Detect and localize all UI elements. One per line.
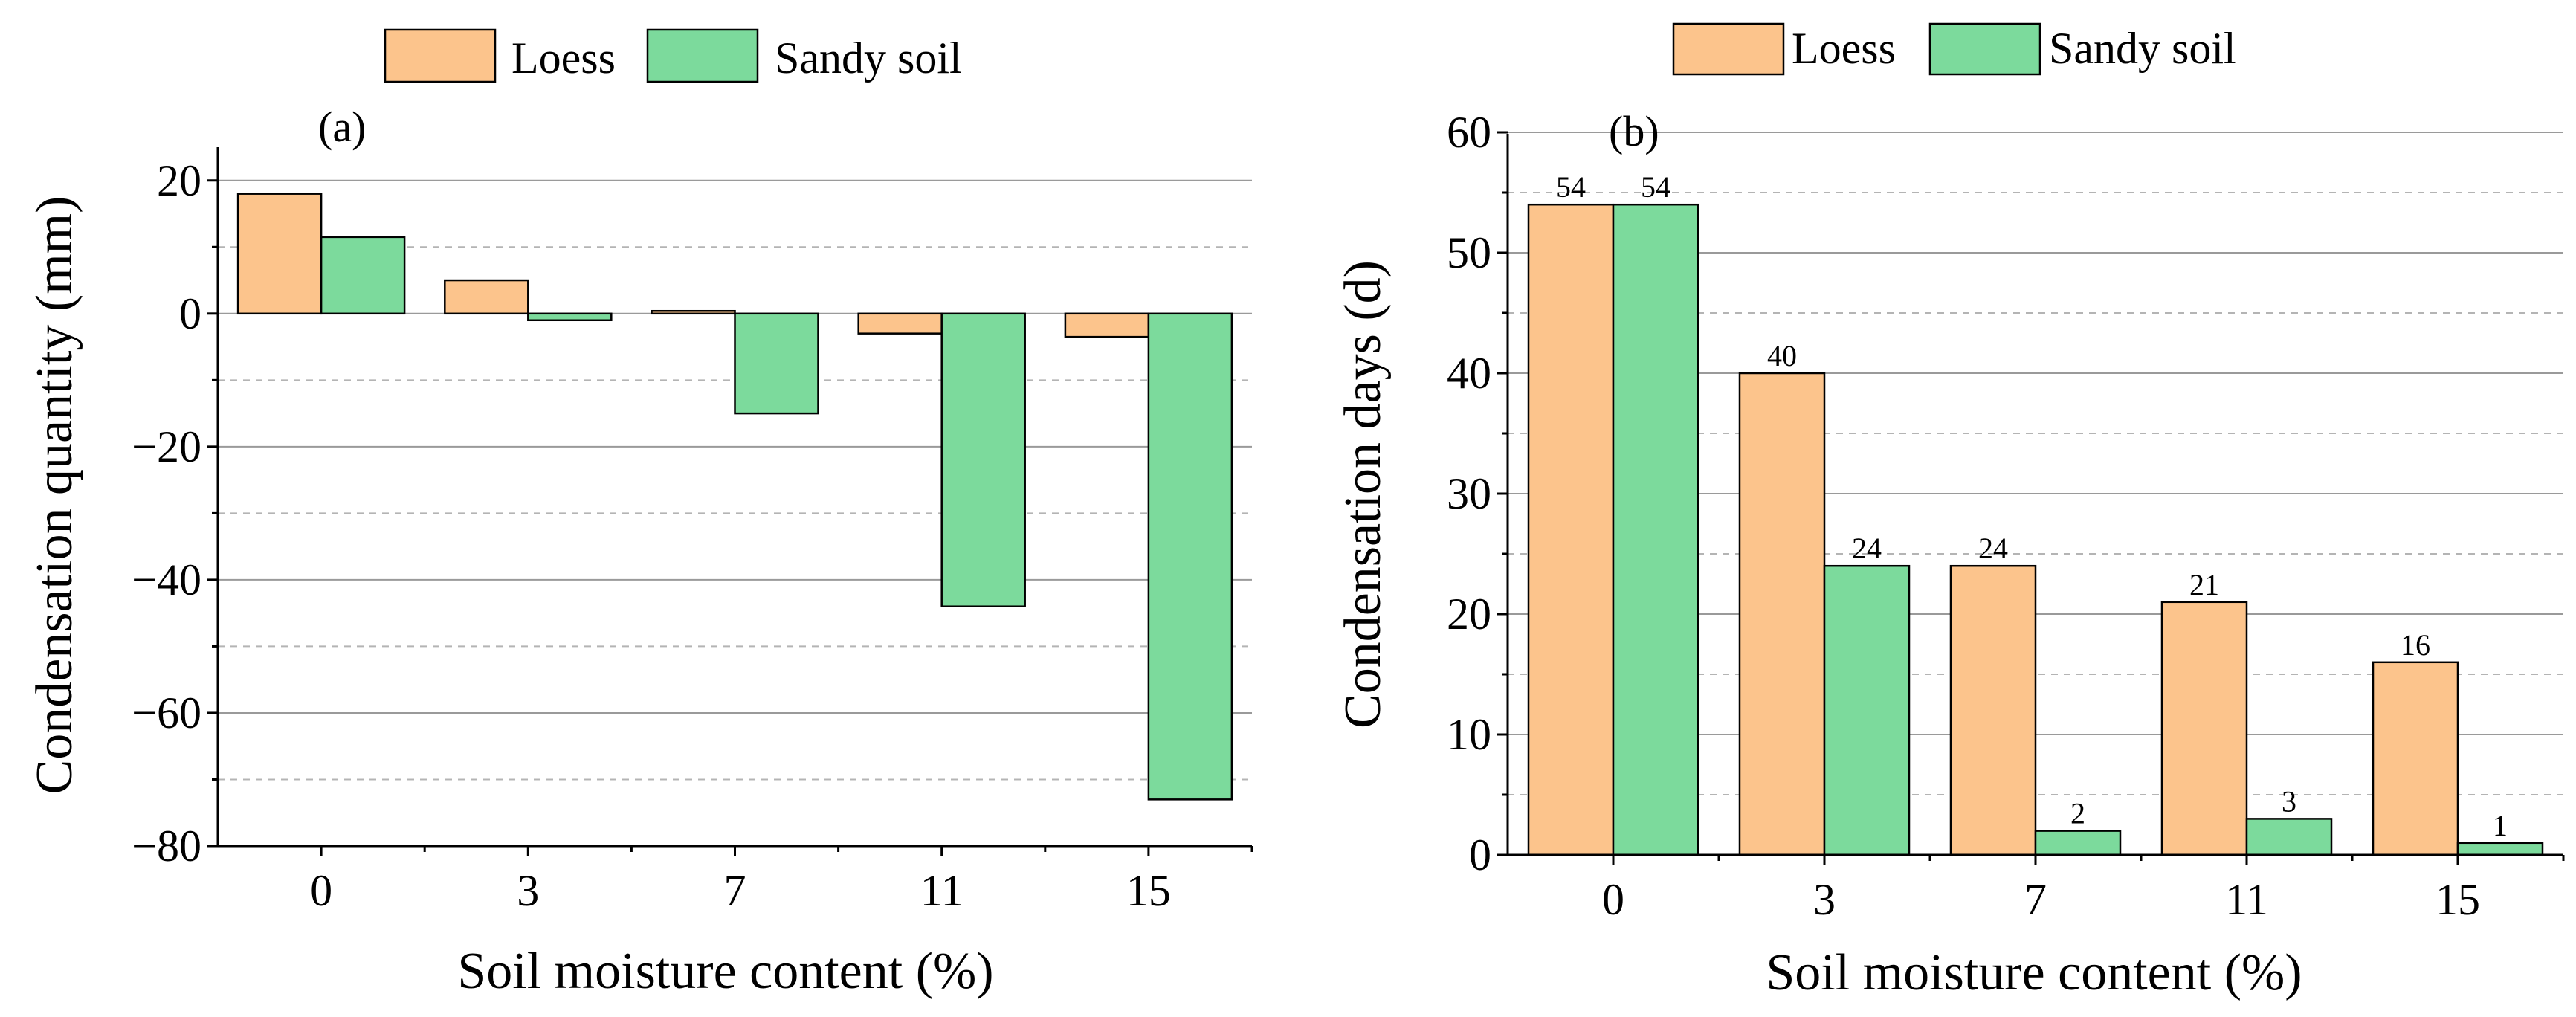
y-axis-title: Condensation days (d): [1334, 260, 1392, 729]
data-label-loess-15: 16: [2401, 628, 2430, 662]
legend-swatch-sandy-soil: [1928, 22, 2041, 76]
bar-sandy-soil-15: [2456, 842, 2544, 856]
x-axis-title: Soil moisture content (%): [1766, 944, 2302, 1001]
x-tick-label: 11: [920, 866, 963, 915]
bar-sandy-soil-7: [2034, 830, 2122, 856]
bar-sandy-soil-0: [320, 236, 406, 315]
bar-sandy-soil-3: [527, 312, 613, 322]
y-ticks: 20 0 −20 −40 −60 −80: [132, 156, 218, 871]
data-label-loess-0: 54: [1556, 170, 1586, 204]
x-tick-label: 3: [517, 866, 539, 915]
bar-sandy-soil-3: [1823, 564, 1911, 856]
y-tick-label: 60: [1447, 108, 1491, 157]
y-tick-label: −20: [132, 422, 201, 471]
y-tick-label: −40: [132, 555, 201, 604]
y-axis-title: Condensation quantity (mm): [26, 196, 83, 795]
bar-loess-15: [1064, 312, 1150, 338]
data-label-loess-7: 24: [1978, 532, 2008, 565]
legend-label-loess: Loess: [511, 33, 616, 83]
data-label-sandy-soil-15: 1: [2493, 809, 2508, 842]
panel-label: (a): [318, 103, 366, 151]
x-tick-label: 7: [2024, 875, 2047, 924]
bar-loess-0: [236, 193, 323, 315]
y-tick-label: 40: [1447, 349, 1491, 398]
bars: [1527, 203, 2544, 856]
legend: Loess Sandy soil: [1672, 22, 2236, 76]
y-tick-label: −80: [132, 821, 201, 871]
y-tick-label: 0: [179, 289, 201, 338]
bar-sandy-soil-15: [1147, 312, 1233, 801]
bar-sandy-soil-11: [940, 312, 1026, 607]
x-ticks: 0 3 7 11 15: [310, 846, 1253, 915]
x-tick-label: 0: [310, 866, 332, 915]
bar-sandy-soil-11: [2245, 818, 2333, 856]
legend-label-sandy-soil: Sandy soil: [775, 33, 962, 83]
y-tick-label: 0: [1469, 830, 1491, 879]
x-tick-label: 3: [1813, 875, 1836, 924]
bar-loess-7: [1949, 564, 2037, 856]
bar-loess-3: [444, 279, 529, 315]
bar-loess-7: [651, 309, 736, 315]
y-tick-label: 50: [1447, 228, 1491, 277]
x-axis-title: Soil moisture content (%): [457, 943, 993, 1000]
data-labels: 54 54 40 24 24 2 21 3 16 1: [1556, 170, 2508, 842]
y-tick-label: 20: [157, 156, 201, 205]
x-tick-label: 15: [1126, 866, 1171, 915]
bar-sandy-soil-7: [734, 312, 819, 415]
legend-label-loess: Loess: [1792, 24, 1896, 73]
legend-swatch-sandy-soil: [646, 28, 759, 83]
legend-swatch-loess: [384, 28, 497, 83]
y-ticks: 0 10 20 30 40 50 60: [1447, 108, 1508, 879]
data-label-sandy-soil-11: 3: [2282, 784, 2296, 818]
legend-swatch-loess: [1672, 22, 1785, 76]
x-tick-label: 11: [2225, 875, 2268, 924]
y-tick-label: 20: [1447, 590, 1491, 639]
legend-label-sandy-soil: Sandy soil: [2049, 24, 2236, 73]
bar-loess-15: [2372, 661, 2459, 856]
bar-loess-0: [1527, 203, 1615, 856]
x-tick-label: 7: [724, 866, 746, 915]
data-label-loess-3: 40: [1767, 339, 1797, 372]
bar-loess-11: [2160, 601, 2248, 856]
bars: [236, 193, 1233, 801]
data-label-loess-11: 21: [2189, 568, 2219, 601]
panel-a: 20 0 −20 −40 −60 −80 0 3 7 11 15 Loess Sandy soil…: [26, 28, 1253, 1000]
bar-sandy-soil-0: [1612, 203, 1699, 856]
x-tick-label: 0: [1602, 875, 1624, 924]
x-ticks: 0 3 7 11 15: [1602, 855, 2565, 924]
data-label-sandy-soil-0: 54: [1641, 170, 1670, 204]
data-label-sandy-soil-7: 2: [2070, 797, 2085, 830]
y-tick-label: 30: [1447, 469, 1491, 518]
legend: Loess Sandy soil: [384, 28, 962, 83]
bar-loess-11: [857, 312, 943, 335]
data-label-sandy-soil-3: 24: [1852, 532, 1882, 565]
bar-loess-3: [1738, 372, 1826, 856]
y-tick-label: 10: [1447, 710, 1491, 759]
panel-label: (b): [1609, 107, 1659, 155]
y-tick-label: −60: [132, 688, 201, 737]
x-tick-label: 15: [2435, 875, 2480, 924]
